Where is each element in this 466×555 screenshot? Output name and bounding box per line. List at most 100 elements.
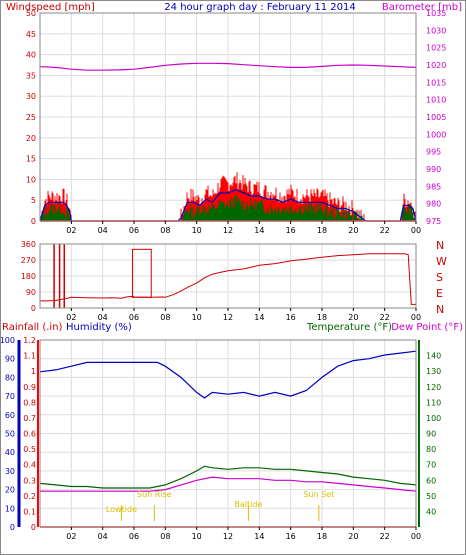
humidity-tick-label: 0 (10, 523, 15, 532)
temperature-line (39, 465, 417, 489)
temperature-tick-label: 50 (426, 492, 436, 501)
temperature-tick-label: 130 (426, 367, 441, 376)
wind-y-tick-label: 30 (26, 92, 36, 101)
wind-x-tick-label: 00 (411, 226, 421, 235)
barometer-axis-title: Barometer [mb] (382, 2, 462, 13)
barometer-tick-label: 995 (426, 148, 441, 157)
sun-marker-label: Lowtide (106, 505, 137, 514)
direction-x-tick-label: 20 (348, 313, 358, 322)
wind-x-tick-label: 16 (286, 226, 296, 235)
sun-marker-label: Baltide (234, 500, 262, 509)
barometer-tick-label: 1005 (426, 113, 446, 122)
wind-y-tick-label: 20 (26, 134, 36, 143)
temperature-tick-label: 80 (426, 445, 436, 454)
wind-direction-line (40, 253, 416, 305)
direction-x-tick-label: 18 (317, 313, 327, 322)
rainfall-tick-label: 1.1 (23, 352, 36, 361)
barometer-tick-label: 1015 (426, 78, 446, 87)
humidity-tick-label: 50 (5, 430, 15, 439)
wind-axis-title: Windspeed [mph] (6, 2, 95, 13)
bottom-x-tick-label: 18 (317, 532, 327, 541)
dewpoint-line (40, 476, 417, 492)
rainfall-tick-label: 0.5 (23, 445, 36, 454)
bottom-x-tick-label: 16 (286, 532, 296, 541)
wind-y-tick-label: 35 (26, 71, 36, 80)
rainfall-tick-label: 0 (31, 523, 36, 532)
humidity-line (39, 350, 417, 399)
barometer-tick-label: 990 (426, 165, 441, 174)
temperature-tick-label: 90 (426, 430, 436, 439)
barometer-tick-label: 1025 (426, 44, 446, 53)
rainfall-tick-label: 0.1 (23, 507, 36, 516)
wind-x-tick-label: 02 (66, 226, 76, 235)
compass-label: S (436, 271, 443, 284)
barometer-tick-label: 1010 (426, 96, 446, 105)
wind-y-tick-label: 25 (26, 113, 36, 122)
direction-y-tick-label: 180 (21, 272, 36, 281)
rainfall-tick-label: 0.8 (23, 398, 36, 407)
bottom-x-tick-label: 20 (348, 532, 358, 541)
direction-x-tick-label: 00 (411, 313, 421, 322)
compass-label: E (436, 287, 443, 300)
direction-x-tick-label: 16 (286, 313, 296, 322)
direction-x-tick-label: 12 (223, 313, 233, 322)
humidity-tick-label: 60 (5, 411, 15, 420)
temperature-tick-label: 40 (426, 507, 436, 516)
barometer-tick-label: 1035 (426, 9, 446, 18)
wind-y-tick-label: 15 (26, 155, 36, 164)
dewpoint-axis-title: Dew Point (°F) (391, 322, 463, 333)
direction-x-tick-label: 10 (192, 313, 202, 322)
rainfall-tick-label: 1.2 (23, 336, 36, 345)
humidity-axis-title: Humidity (%) (66, 322, 132, 333)
direction-x-tick-label: 04 (98, 313, 108, 322)
barometer-tick-label: 980 (426, 200, 441, 209)
direction-y-tick-label: 0 (31, 304, 36, 313)
temperature-tick-label: 100 (426, 414, 441, 423)
temperature-tick-label: 60 (426, 476, 436, 485)
direction-x-tick-label: 02 (66, 313, 76, 322)
humidity-tick-label: 80 (5, 373, 15, 382)
wind-y-tick-label: 40 (26, 51, 36, 60)
temperature-tick-label: 140 (426, 352, 441, 361)
wind-y-tick-label: 0 (31, 217, 36, 226)
bottom-x-tick-label: 10 (192, 532, 202, 541)
rainfall-tick-label: 0.4 (23, 461, 36, 470)
direction-y-tick-label: 360 (21, 240, 36, 249)
direction-x-tick-label: 14 (254, 313, 264, 322)
wind-x-tick-label: 20 (348, 226, 358, 235)
rainfall-tick-label: 0.9 (23, 383, 36, 392)
wind-x-tick-label: 12 (223, 226, 233, 235)
humidity-tick-label: 20 (5, 486, 15, 495)
bottom-x-tick-label: 04 (98, 532, 108, 541)
direction-x-tick-label: 08 (160, 313, 170, 322)
rainfall-tick-label: 0.2 (23, 492, 36, 501)
compass-label: N (436, 239, 444, 252)
direction-x-tick-label: 06 (129, 313, 139, 322)
direction-y-tick-label: 270 (21, 256, 36, 265)
bottom-x-tick-label: 22 (380, 532, 390, 541)
rainfall-tick-label: 0.3 (23, 476, 36, 485)
wind-direction-block (131, 248, 152, 298)
rainfall-axis-title: Rainfall (.in) (2, 322, 63, 333)
bottom-x-tick-label: 00 (411, 532, 421, 541)
barometer-tick-label: 1030 (426, 26, 446, 35)
direction-x-tick-label: 22 (380, 313, 390, 322)
rainfall-tick-label: 1 (31, 367, 36, 376)
sun-marker-label: Sun Set (303, 490, 334, 499)
humidity-tick-label: 90 (5, 355, 15, 364)
temperature-tick-label: 120 (426, 383, 441, 392)
barometer-tick-label: 1000 (426, 130, 446, 139)
humidity-tick-label: 30 (5, 467, 15, 476)
wind-x-tick-label: 18 (317, 226, 327, 235)
barometer-tick-label: 975 (426, 217, 441, 226)
rainfall-tick-label: 0.7 (23, 414, 36, 423)
barometer-line (39, 62, 417, 71)
bottom-x-tick-label: 08 (160, 532, 170, 541)
barometer-tick-label: 1020 (426, 61, 446, 70)
temperature-tick-label: 110 (426, 398, 441, 407)
humidity-tick-label: 10 (5, 504, 15, 513)
humidity-tick-label: 100 (0, 336, 15, 345)
wind-x-tick-label: 22 (380, 226, 390, 235)
wind-y-tick-label: 10 (26, 175, 36, 184)
